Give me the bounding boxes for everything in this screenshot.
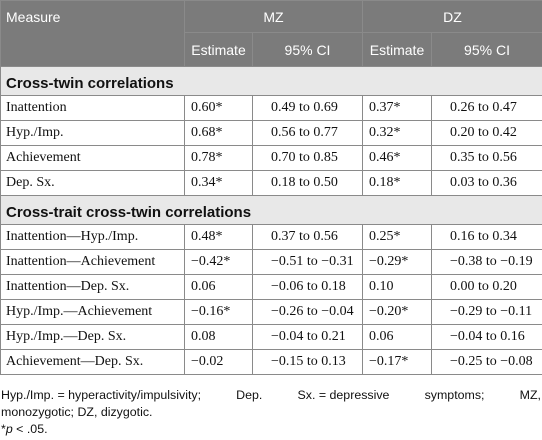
table-row: Achievement—Dep. Sx. −0.02 −0.15 to 0.13 −0… [0,349,542,375]
table-row: Hyp./Imp.—Achievement −0.16* −0.26 to −0.0… [0,299,542,325]
mz-ci-cell: 0.70 to 0.85 [252,145,363,171]
correlation-table: Measure MZ DZ Estimate 95% CI Estimate 9… [0,0,542,375]
measure-cell: Dep. Sx. [0,170,185,196]
measure-cell: Achievement [0,145,185,171]
dz-ci-cell: −0.38 to −0.19 [430,249,542,275]
table-row: Inattention—Dep. Sx. 0.06 −0.06 to 0.18 0.1… [0,274,542,300]
sig-p: p [5,422,13,436]
measure-header: Measure [0,0,185,67]
measure-cell: Hyp./Imp. [0,120,185,146]
footnote-abbrev-2: Dep. [236,388,263,402]
mz-estimate-cell: −0.16* [184,299,253,325]
dz-ci-cell: 0.16 to 0.34 [430,224,542,250]
dz-ci-cell: 0.26 to 0.47 [430,95,542,121]
mz-ci-cell: −0.06 to 0.18 [252,274,363,300]
dz-ci-header: 95% CI [430,32,542,67]
mz-ci-cell: 0.18 to 0.50 [252,170,363,196]
mz-ci-cell: 0.37 to 0.56 [252,224,363,250]
sig-threshold: < .05. [12,422,48,436]
table-row: Inattention—Hyp./Imp. 0.48* 0.37 to 0.56 0.… [0,224,542,250]
dz-ci-cell: 0.03 to 0.36 [430,170,542,196]
dz-estimate-cell: −0.17* [362,349,432,375]
footnote-abbrev-3: Sx. = depressive [297,388,390,402]
mz-estimate-cell: −0.42* [184,249,253,275]
section-header-row: Cross-trait cross-twin correlations [0,195,542,225]
section-title: Cross-trait cross-twin correlations [0,195,542,225]
dz-estimate-cell: 0.18* [362,170,432,196]
mz-ci-cell: −0.26 to −0.04 [252,299,363,325]
footnote-significance: *p < .05. [1,421,541,438]
header-row-1: Measure MZ DZ [0,0,542,67]
mz-ci-cell: −0.15 to 0.13 [252,349,363,375]
table-body: Cross-twin correlations Inattention 0.60* 0… [0,66,542,375]
dz-estimate-cell: 0.06 [362,324,432,350]
mz-ci-cell: 0.49 to 0.69 [252,95,363,121]
table-row: Achievement 0.78* 0.70 to 0.85 0.46* 0.35 to… [0,145,542,171]
dz-estimate-cell: 0.37* [362,95,432,121]
dz-ci-cell: −0.29 to −0.11 [430,299,542,325]
mz-ci-cell: −0.51 to −0.31 [252,249,363,275]
mz-estimate-cell: 0.68* [184,120,253,146]
footnote-abbrev-4: symptoms; [424,388,485,402]
dz-estimate-cell: 0.25* [362,224,432,250]
footnote-line-2: monozygotic; DZ, dizygotic. [1,405,153,419]
table-footnote: Hyp./Imp. = hyperactivity/impulsivity; D… [1,387,541,438]
mz-estimate-cell: 0.06 [184,274,253,300]
dz-ci-cell: 0.20 to 0.42 [430,120,542,146]
mz-estimate-cell: 0.78* [184,145,253,171]
table-row: Inattention—Achievement −0.42* −0.51 to −0… [0,249,542,275]
mz-header: MZ [184,0,363,33]
footnote-abbrev-5: MZ, [519,388,541,402]
measure-cell: Inattention—Hyp./Imp. [0,224,185,250]
dz-ci-cell: −0.04 to 0.16 [430,324,542,350]
dz-estimate-cell: −0.20* [362,299,432,325]
mz-estimate-cell: 0.34* [184,170,253,196]
footnote-line-1: Hyp./Imp. = hyperactivity/impulsivity; D… [1,387,541,404]
header-row-2: Estimate 95% CI Estimate 95% CI [1,32,542,67]
dz-estimate-header: Estimate [362,32,432,67]
table-row: Dep. Sx. 0.34* 0.18 to 0.50 0.18* 0.03 to 0.… [0,170,542,196]
sig-star: * [1,422,6,436]
dz-ci-cell: 0.00 to 0.20 [430,274,542,300]
mz-estimate-cell: 0.48* [184,224,253,250]
dz-estimate-cell: 0.32* [362,120,432,146]
table-row: Hyp./Imp.—Dep. Sx. 0.08 −0.04 to 0.21 0.06−… [0,324,542,350]
mz-estimate-cell: 0.60* [184,95,253,121]
measure-cell: Inattention—Dep. Sx. [0,274,185,300]
section-header-row: Cross-twin correlations [0,66,542,96]
measure-cell: Achievement—Dep. Sx. [0,349,185,375]
measure-cell: Inattention—Achievement [0,249,185,275]
dz-ci-cell: 0.35 to 0.56 [430,145,542,171]
dz-ci-cell: −0.25 to −0.08 [430,349,542,375]
footnote-abbrev-1: Hyp./Imp. = hyperactivity/impulsivity; [1,388,202,402]
mz-ci-header: 95% CI [252,32,363,67]
mz-estimate-cell: −0.02 [184,349,253,375]
table-row: Hyp./Imp. 0.68* 0.56 to 0.77 0.32* 0.20 to 0… [0,120,542,146]
mz-ci-cell: −0.04 to 0.21 [252,324,363,350]
mz-estimate-header: Estimate [184,32,253,67]
measure-cell: Hyp./Imp.—Dep. Sx. [0,324,185,350]
dz-estimate-cell: 0.46* [362,145,432,171]
dz-header: DZ [361,0,542,33]
section-title: Cross-twin correlations [0,66,542,96]
mz-ci-cell: 0.56 to 0.77 [252,120,363,146]
measure-cell: Inattention [0,95,185,121]
dz-estimate-cell: −0.29* [362,249,432,275]
dz-estimate-cell: 0.10 [362,274,432,300]
table-row: Inattention 0.60* 0.49 to 0.69 0.37* 0.26 to… [0,95,542,121]
measure-cell: Hyp./Imp.—Achievement [0,299,185,325]
mz-estimate-cell: 0.08 [184,324,253,350]
